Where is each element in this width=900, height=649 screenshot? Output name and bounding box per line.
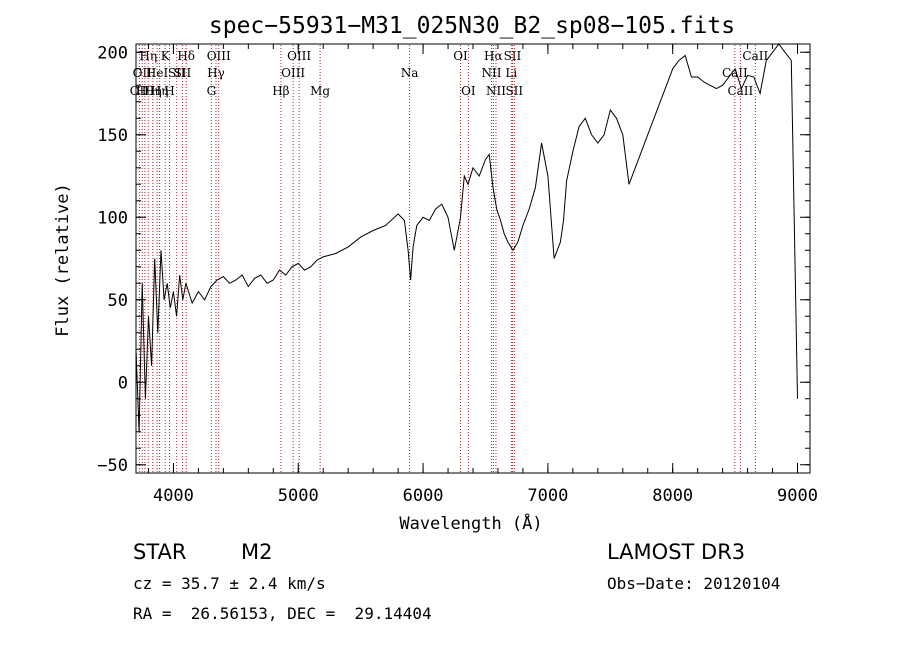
line-marker-label: H xyxy=(164,84,174,98)
line-marker-label: Mg xyxy=(310,84,330,98)
line-marker-label: SII xyxy=(168,66,186,80)
y-tick-label: 50 xyxy=(108,291,128,311)
y-tick-label: 200 xyxy=(97,43,128,63)
axis-ticks: 4000 5000 6000 7000 8000 9000 −50 0 50 100 150 200 xyxy=(97,43,818,506)
line-marker-label: Hη xyxy=(139,49,157,63)
ra-dec: RA = 26.56153, DEC = 29.14404 xyxy=(133,604,432,623)
x-tick-label: 6000 xyxy=(403,486,444,506)
y-tick-label: 0 xyxy=(118,373,128,393)
line-marker-label: SII xyxy=(505,84,523,98)
line-marker-label: OIII xyxy=(287,49,311,63)
line-marker-label: OIII xyxy=(281,66,305,80)
line-marker-label: Li xyxy=(505,66,517,80)
subclass: M2 xyxy=(241,540,273,564)
object-type: STAR xyxy=(133,540,187,564)
line-marker-label: CaII xyxy=(722,66,748,80)
obs-date: Obs−Date: 20120104 xyxy=(607,574,781,593)
redshift-cz: cz = 35.7 ± 2.4 km/s xyxy=(133,574,326,593)
line-marker-label: NII xyxy=(481,66,501,80)
line-marker-label: Hβ xyxy=(272,84,289,98)
x-tick-label: 9000 xyxy=(777,486,818,506)
plot-frame xyxy=(135,43,811,474)
line-marker-label: CaII xyxy=(742,49,768,63)
line-marker-label: Hη xyxy=(151,84,169,98)
spectrum-line xyxy=(135,43,798,432)
y-tick-label: 150 xyxy=(97,126,128,146)
chart-title: spec−55931−M31_025N30_B2_sp08−105.fits xyxy=(209,13,735,39)
line-marker-label: Hα xyxy=(484,49,503,63)
line-marker-label: OI xyxy=(461,84,476,98)
line-marker-label: SII xyxy=(174,66,192,80)
survey-name: LAMOST DR3 xyxy=(607,540,746,564)
x-tick-label: 5000 xyxy=(278,486,319,506)
line-marker-label: HeI xyxy=(146,66,169,80)
line-marker-label: Na xyxy=(401,66,419,80)
line-marker-label: G xyxy=(207,84,217,98)
y-tick-label: 100 xyxy=(97,208,128,228)
line-marker-label: NII xyxy=(486,84,506,98)
line-marker-label: Hθ xyxy=(136,84,154,98)
line-marker-label: OIII xyxy=(207,49,231,63)
y-axis-label: Flux (relative) xyxy=(53,183,73,337)
line-marker-label: CaII xyxy=(727,84,753,98)
x-axis-label: Wavelength (Å) xyxy=(399,512,542,534)
x-tick-label: 7000 xyxy=(527,486,568,506)
line-marker-label: OII xyxy=(133,66,153,80)
line-marker-label: OI xyxy=(453,49,468,63)
line-marker-label: Hδ xyxy=(177,49,195,63)
y-tick-label: −50 xyxy=(97,456,128,476)
line-marker-label: K xyxy=(161,49,171,63)
line-marker-label: SII xyxy=(504,49,522,63)
line-markers: OIIOIIHθHηHηHeIHηKHSIISIIHδGHγOIIIHβOIII… xyxy=(130,45,768,472)
x-tick-label: 4000 xyxy=(153,486,194,506)
line-marker-label: Hγ xyxy=(207,66,225,80)
x-tick-label: 8000 xyxy=(652,486,693,506)
